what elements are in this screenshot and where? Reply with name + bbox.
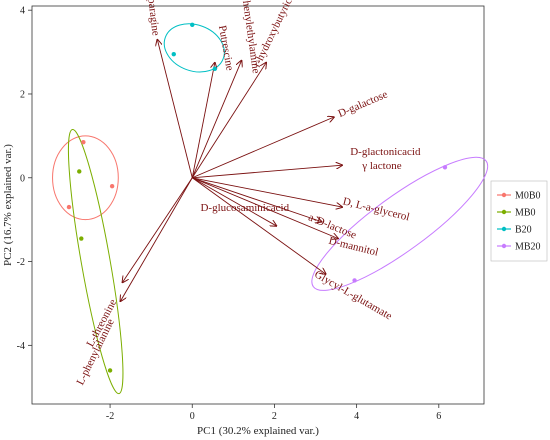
- loading-arrow-glycyl-l-glutamate: [191, 177, 326, 274]
- point-mb20: [442, 165, 448, 170]
- legend-swatch-b20: [501, 226, 507, 232]
- point-mb20: [352, 278, 357, 283]
- y-axis-label: PC2 (16.7% explained var.): [2, 144, 14, 266]
- ellipse-m0b0: [52, 135, 119, 221]
- vector-label-d-glactonicacid: D-glactonicacid: [350, 146, 421, 158]
- loading-arrow-l-asparagine: [157, 40, 193, 178]
- loading-arrow-d-mannitol: [192, 177, 338, 239]
- loading-arrow-d-galactose: [192, 117, 334, 179]
- point-mb0: [107, 368, 113, 373]
- vector-label-lactone: γ lactone: [361, 160, 401, 172]
- x-axis-label: PC1 (30.2% explained var.): [197, 425, 319, 437]
- loading-arrow-phenylethylamine: [191, 60, 241, 178]
- y-tick-label: 4: [20, 6, 25, 17]
- axes: -2 0 2 4 6 -4 -2 0 2 4: [17, 6, 442, 422]
- point-b20: [190, 22, 195, 28]
- loading-arrow-a-d-lactose: [192, 177, 321, 222]
- loading-arrow-l-threonine: [122, 177, 193, 283]
- x-tick-label: 6: [436, 411, 441, 422]
- x-tick-label: 4: [354, 411, 359, 422]
- y-tick-label: 2: [20, 89, 25, 100]
- ellipse-b20: [163, 23, 225, 73]
- ellipse-mb20: [311, 156, 489, 291]
- group-ellipses: [52, 23, 489, 395]
- y-tick-label: -2: [17, 257, 25, 268]
- loading-arrow-d-l-a-glycerol: [192, 177, 342, 207]
- sample-points: [66, 22, 448, 373]
- loading-arrow-putrescine: [191, 63, 215, 178]
- x-tick-label: -2: [106, 411, 114, 422]
- y-tick-label: -4: [17, 341, 25, 352]
- legend-label-m0b0: M0B0: [515, 191, 541, 202]
- loading-arrow-d-glucosaminicacid: [192, 177, 276, 226]
- legend-box: [490, 180, 548, 262]
- x-tick-label: 0: [190, 411, 195, 422]
- legend-swatch-mb0: [501, 209, 507, 215]
- legend: M0B0 MB0 B20 MB20: [490, 180, 548, 262]
- y-tick-label: 0: [20, 173, 25, 184]
- legend-label-mb0: MB0: [515, 208, 536, 219]
- point-m0b0: [66, 204, 72, 210]
- point-mb0: [77, 169, 82, 174]
- point-m0b0: [81, 139, 86, 145]
- loading-arrow-r-hydroxybutyric-acid: [191, 63, 266, 179]
- ellipse-mb0: [67, 129, 124, 395]
- loading-arrow-d-glactonicacid: [192, 165, 342, 179]
- vector-label-d-glucosaminicacid: D-glucosaminicacid: [200, 202, 289, 214]
- point-m0b0: [109, 183, 115, 189]
- point-b20: [212, 66, 218, 72]
- legend-label-mb20: MB20: [515, 242, 541, 253]
- legend-label-b20: B20: [515, 225, 532, 236]
- legend-swatch-mb20: [501, 243, 507, 249]
- point-b20: [171, 51, 176, 57]
- point-mb0: [79, 236, 84, 241]
- legend-swatch-m0b0: [501, 192, 507, 198]
- x-tick-label: 2: [272, 411, 277, 422]
- loading-arrow-l-phenylalanine: [120, 177, 193, 302]
